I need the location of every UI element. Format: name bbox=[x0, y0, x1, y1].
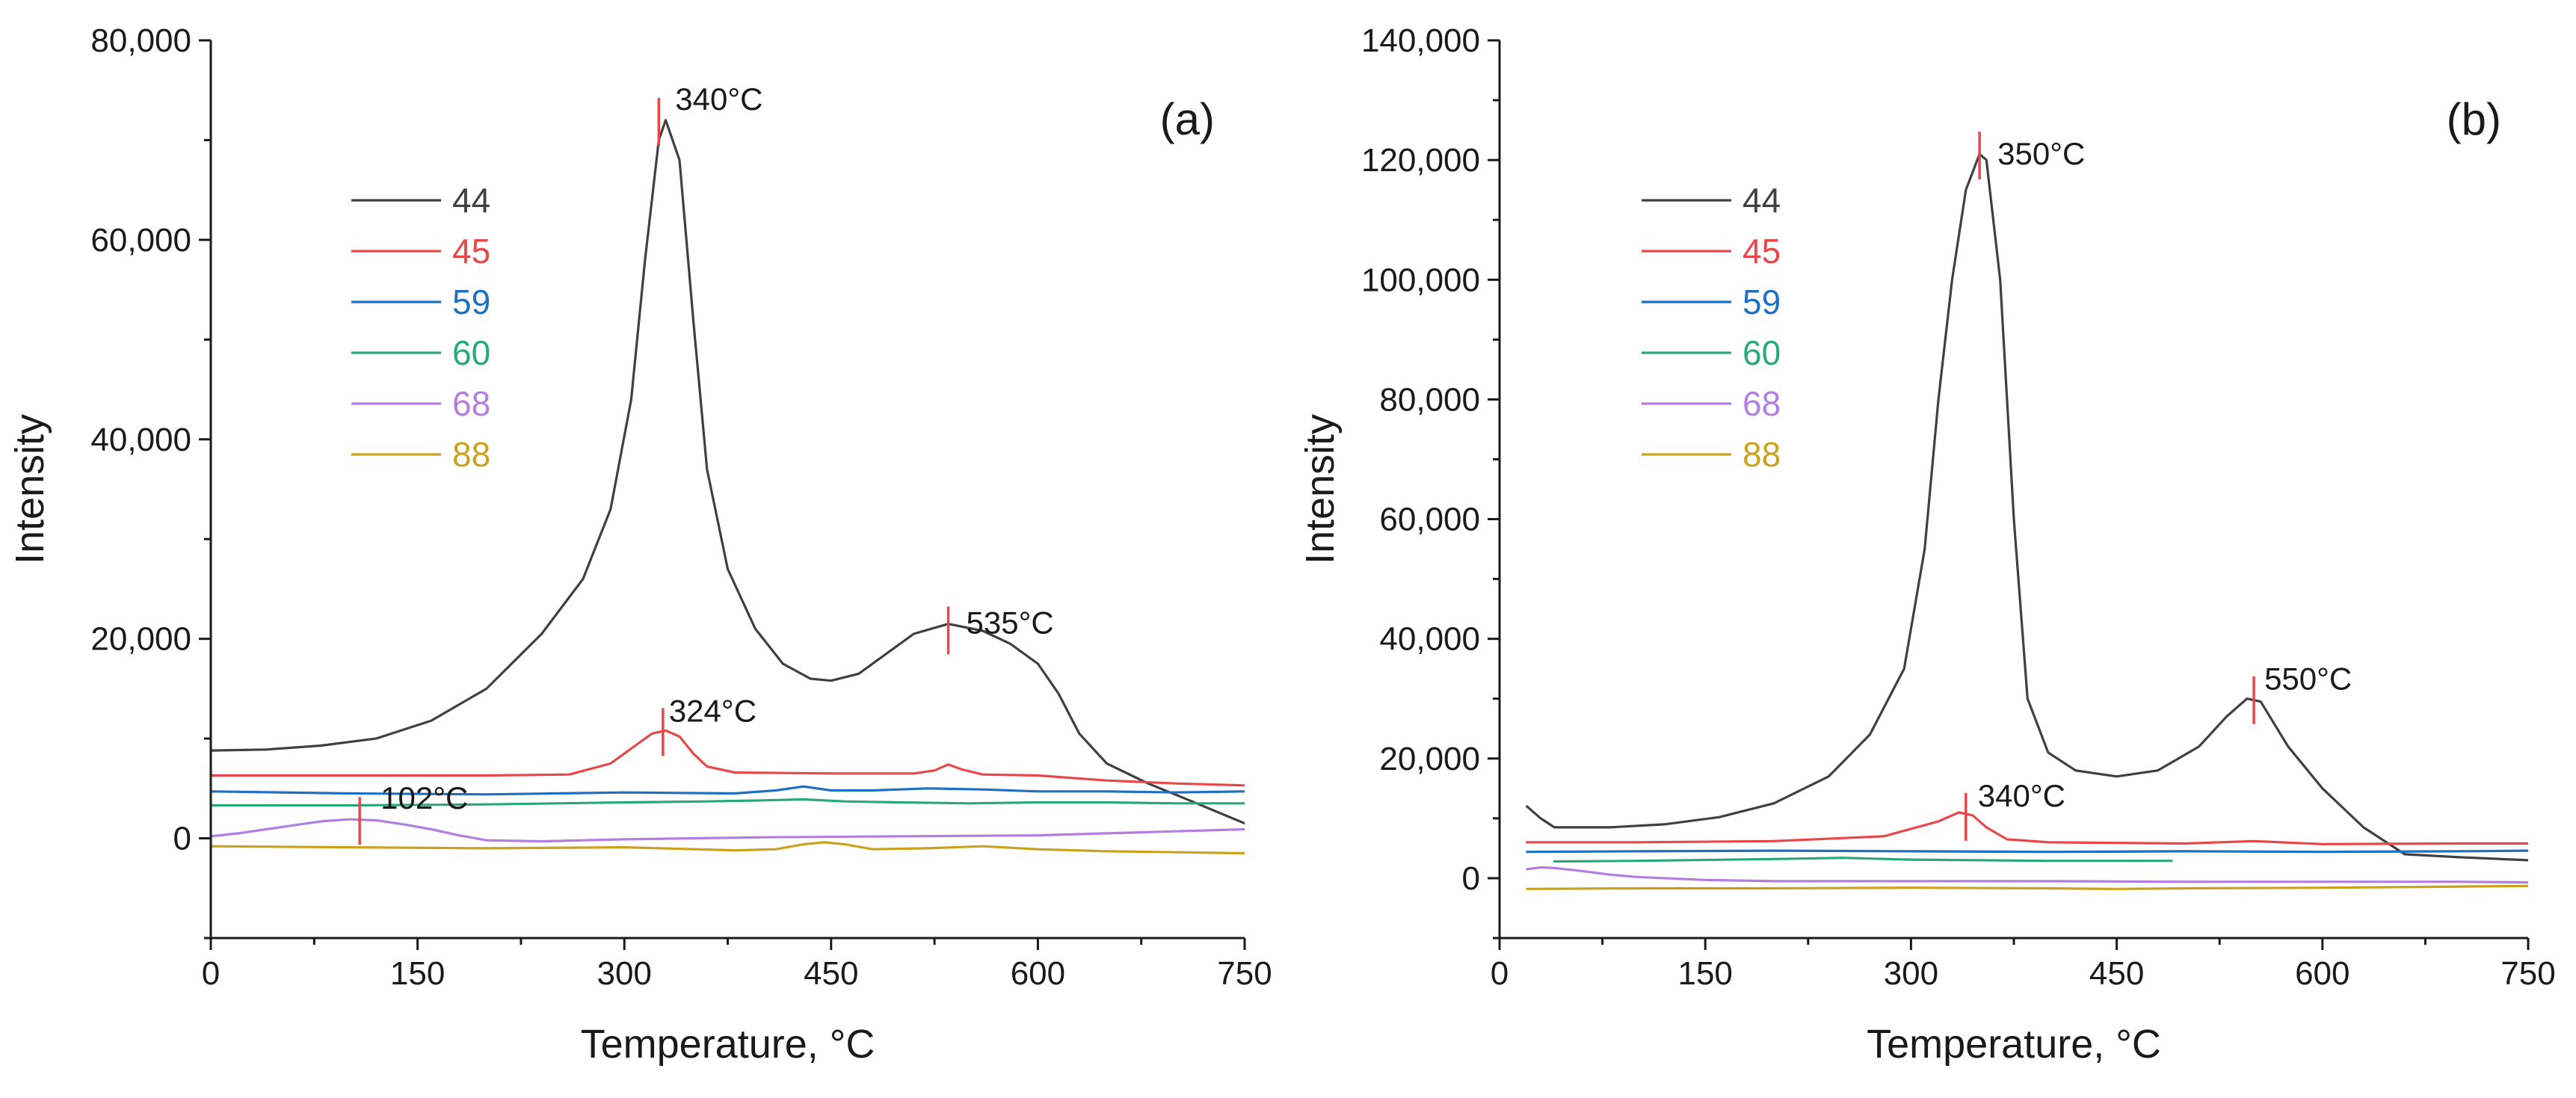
y-axis-title: Intensity bbox=[1298, 414, 1343, 564]
peak-label: 535°C bbox=[967, 605, 1054, 640]
peak-label: 340°C bbox=[675, 81, 762, 117]
peak-label: 102°C bbox=[380, 780, 468, 815]
x-tick-label: 450 bbox=[2089, 955, 2144, 992]
x-tick-label: 450 bbox=[804, 955, 858, 992]
x-tick-label: 600 bbox=[1011, 955, 1065, 992]
panel-label: (b) bbox=[2447, 94, 2501, 144]
y-tick-label: 120,000 bbox=[1361, 142, 1480, 179]
y-tick-label: 0 bbox=[173, 821, 191, 857]
x-tick-label: 750 bbox=[1217, 955, 1272, 992]
series-line-68 bbox=[1526, 866, 2528, 884]
series-group bbox=[1526, 152, 2528, 890]
legend-label-45: 45 bbox=[1743, 232, 1781, 271]
legend-label-59: 59 bbox=[452, 283, 490, 321]
x-tick-label: 0 bbox=[1491, 955, 1509, 992]
x-tick-label: 0 bbox=[202, 955, 220, 992]
legend: 44 45 59 60 68 88 bbox=[351, 181, 490, 474]
legend-label-88: 88 bbox=[452, 435, 490, 474]
legend-label-68: 68 bbox=[1743, 384, 1781, 423]
legend-label-60: 60 bbox=[452, 333, 490, 372]
x-axis-title: Temperature, °C bbox=[1867, 1022, 2161, 1067]
legend-label-44: 44 bbox=[452, 181, 490, 220]
series-line-88 bbox=[211, 841, 1245, 855]
series-line-44 bbox=[211, 119, 1245, 825]
y-tick-label: 80,000 bbox=[90, 22, 191, 59]
y-tick-label: 0 bbox=[1462, 860, 1480, 897]
y-tick-label: 80,000 bbox=[1379, 381, 1480, 418]
y-tick-label: 20,000 bbox=[1379, 741, 1480, 777]
series-group bbox=[211, 119, 1245, 855]
series-line-44 bbox=[1526, 152, 2528, 862]
series-line-45 bbox=[211, 729, 1245, 787]
y-tick-label: 140,000 bbox=[1361, 22, 1480, 59]
y-tick-label: 20,000 bbox=[90, 621, 191, 658]
series-line-45 bbox=[1526, 811, 2528, 845]
series-line-88 bbox=[1526, 884, 2528, 890]
x-tick-label: 300 bbox=[1884, 955, 1938, 992]
peak-label: 350°C bbox=[1997, 136, 2085, 171]
chart-panel-a: 340°C 535°C 324°C 102°C 0 150 300 450 600 750 0 20,… bbox=[7, 22, 1272, 1067]
peak-label: 324°C bbox=[669, 693, 757, 728]
x-tick-label: 300 bbox=[597, 955, 651, 992]
x-tick-label: 150 bbox=[1677, 955, 1732, 992]
chart-panel-b: 350°C 550°C 340°C 0 150 300 450 600 750 0 20,000 40… bbox=[1298, 22, 2556, 1067]
legend-label-59: 59 bbox=[1743, 283, 1781, 321]
x-axis-title: Temperature, °C bbox=[581, 1022, 875, 1067]
x-tick-label: 150 bbox=[390, 955, 445, 992]
y-tick-label: 40,000 bbox=[1379, 621, 1480, 658]
series-line-60 bbox=[1553, 857, 2173, 863]
x-tick-label: 750 bbox=[2500, 955, 2555, 992]
legend-label-68: 68 bbox=[452, 384, 490, 423]
y-tick-label: 60,000 bbox=[1379, 502, 1480, 538]
y-tick-label: 60,000 bbox=[90, 222, 191, 259]
y-axis-title: Intensity bbox=[7, 414, 52, 564]
peak-label: 340°C bbox=[1978, 778, 2065, 813]
legend-label-45: 45 bbox=[452, 232, 490, 271]
series-line-60 bbox=[211, 798, 1245, 807]
series-line-59 bbox=[211, 785, 1245, 796]
x-tick-label: 600 bbox=[2295, 955, 2349, 992]
series-line-68 bbox=[211, 818, 1245, 843]
legend-label-60: 60 bbox=[1743, 333, 1781, 372]
y-tick-label: 100,000 bbox=[1361, 262, 1480, 298]
legend-label-88: 88 bbox=[1743, 435, 1781, 474]
legend: 44 45 59 60 68 88 bbox=[1642, 181, 1781, 474]
legend-label-44: 44 bbox=[1743, 181, 1781, 220]
peak-label: 550°C bbox=[2264, 661, 2352, 697]
series-line-59 bbox=[1526, 849, 2528, 854]
y-tick-label: 40,000 bbox=[90, 422, 191, 458]
panel-label: (a) bbox=[1160, 94, 1215, 144]
